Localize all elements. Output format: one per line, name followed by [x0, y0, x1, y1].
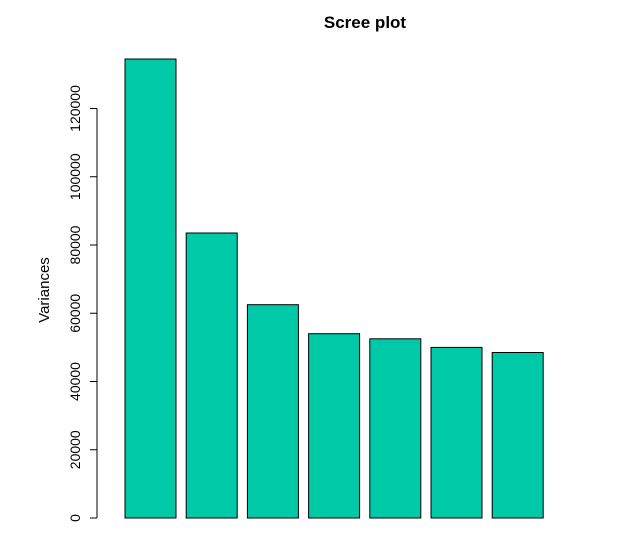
- y-tick-label: 100000: [67, 153, 83, 200]
- chart-title: Scree plot: [324, 13, 407, 32]
- bar-component-1: [124, 58, 177, 519]
- y-tick-label: 40000: [67, 362, 83, 401]
- y-axis-label: Variances: [36, 257, 53, 323]
- bars-group: [124, 58, 544, 519]
- bar-component-6: [430, 346, 483, 519]
- bar-component-3: [246, 304, 299, 519]
- y-axis: 0 20000 40000 60000 80000 100000 120000: [67, 85, 98, 522]
- y-tick-label: 60000: [67, 294, 83, 333]
- y-tick-label: 120000: [67, 85, 83, 132]
- bar-component-2: [185, 232, 238, 519]
- y-tick-label: 80000: [67, 225, 83, 264]
- bar-component-4: [308, 333, 361, 519]
- bar-component-5: [369, 338, 422, 519]
- y-tick-label: 20000: [67, 430, 83, 469]
- bar-component-7: [491, 352, 544, 519]
- y-tick-label: 0: [67, 514, 83, 522]
